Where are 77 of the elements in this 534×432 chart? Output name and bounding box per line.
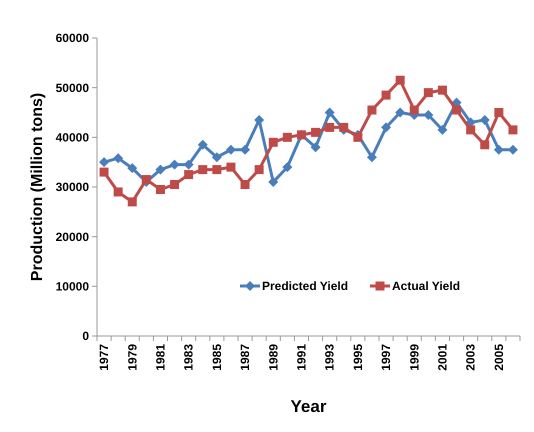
- point: [366, 152, 377, 162]
- point: [494, 108, 504, 117]
- point: [466, 125, 476, 134]
- y-tick-label: 10000: [56, 280, 90, 294]
- point: [254, 165, 264, 174]
- legend-label: Actual Yield: [392, 279, 460, 294]
- point: [198, 140, 208, 150]
- point: [198, 165, 208, 174]
- y-tick-label: 60000: [56, 31, 90, 46]
- x-tick-label: 1987: [238, 344, 252, 371]
- point: [367, 106, 376, 115]
- point: [240, 144, 250, 155]
- point: [128, 197, 137, 206]
- x-tick-label: 1991: [294, 344, 308, 371]
- y-tick-label: 50000: [56, 80, 90, 95]
- point: [184, 170, 194, 180]
- point: [311, 128, 320, 137]
- point: [395, 108, 406, 118]
- x-tick-label: 2003: [464, 344, 478, 371]
- point: [325, 122, 334, 132]
- point: [113, 153, 124, 164]
- point: [381, 122, 392, 132]
- point: [353, 132, 362, 142]
- point: [382, 90, 391, 100]
- point: [142, 175, 151, 184]
- point: [212, 165, 222, 174]
- x-tick-label: 1989: [266, 344, 280, 371]
- point: [282, 162, 292, 172]
- point: [423, 110, 434, 120]
- point: [452, 106, 462, 115]
- x-tick-label: 1979: [125, 344, 140, 371]
- point: [508, 144, 518, 155]
- point: [508, 125, 518, 134]
- point: [212, 152, 222, 162]
- point: [99, 157, 110, 168]
- y-tick-label: 0: [82, 329, 90, 344]
- point: [127, 163, 138, 174]
- point: [156, 184, 165, 194]
- point: [114, 187, 123, 196]
- point: [282, 132, 292, 142]
- point: [268, 177, 278, 188]
- x-tick-label: 1997: [379, 344, 394, 371]
- point: [396, 76, 405, 85]
- point: [480, 140, 490, 150]
- point: [339, 122, 348, 132]
- point: [480, 114, 490, 125]
- point: [100, 168, 109, 177]
- x-tick-label: 2001: [435, 344, 450, 371]
- point: [240, 180, 250, 190]
- point: [268, 138, 278, 147]
- point: [437, 124, 448, 135]
- x-tick-label: 1995: [350, 344, 365, 371]
- point: [424, 88, 433, 98]
- point: [170, 160, 180, 170]
- legend-label: Predicted Yield: [262, 279, 348, 294]
- point: [170, 180, 180, 190]
- x-tick-label: 1985: [210, 344, 224, 371]
- x-tick-label: 2005: [492, 344, 506, 371]
- x-axis-title: Year: [290, 397, 327, 416]
- point: [310, 142, 321, 152]
- y-tick-label: 20000: [56, 230, 90, 244]
- x-tick-label: 1993: [322, 344, 337, 371]
- point: [226, 144, 236, 155]
- y-tick-label: 30000: [56, 180, 90, 194]
- point: [184, 160, 194, 170]
- point: [324, 108, 335, 118]
- x-tick-label: 1999: [407, 344, 422, 371]
- y-tick-label: 40000: [56, 130, 90, 145]
- point: [438, 86, 447, 95]
- point: [226, 162, 236, 172]
- x-tick-label: 1981: [153, 344, 168, 371]
- x-tick-label: 1977: [97, 344, 112, 371]
- x-tick-label: 1983: [182, 344, 196, 371]
- point: [410, 106, 419, 115]
- point: [155, 164, 166, 175]
- y-axis-title: Production (Million tons): [29, 92, 46, 282]
- point: [494, 144, 504, 155]
